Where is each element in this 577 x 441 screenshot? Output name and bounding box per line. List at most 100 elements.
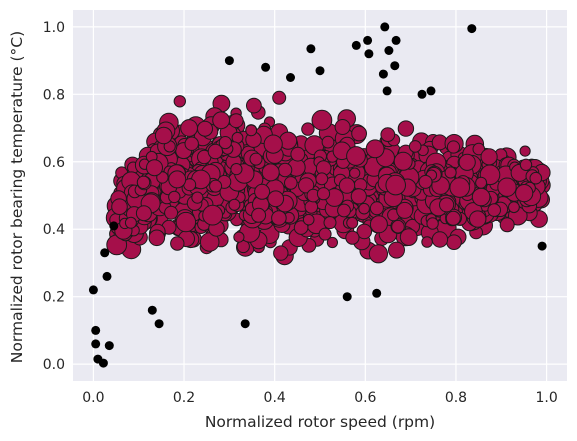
x-tick-label: 0.2 <box>173 390 195 406</box>
cluster-point <box>180 119 199 137</box>
cluster-point <box>323 216 337 230</box>
outlier-point <box>372 288 382 298</box>
cluster-point <box>209 179 223 193</box>
outlier-point <box>147 305 157 315</box>
cluster-point <box>346 216 359 229</box>
x-tick-label: 0.0 <box>82 390 104 406</box>
cluster-point <box>261 163 280 182</box>
x-tick-label: 0.4 <box>264 390 286 406</box>
cluster-point <box>191 191 204 204</box>
cluster-point <box>356 223 373 240</box>
cluster-point <box>469 210 487 228</box>
cluster-point <box>168 190 181 204</box>
outlier-point <box>537 241 547 251</box>
outlier-point <box>98 358 108 368</box>
cluster-point <box>293 220 309 235</box>
cluster-point <box>321 135 335 149</box>
cluster-point <box>471 187 491 207</box>
outlier-point <box>306 44 316 54</box>
cluster-point <box>136 175 151 190</box>
cluster-point <box>246 97 262 114</box>
cluster-point <box>170 236 185 251</box>
cluster-point <box>529 171 543 185</box>
cluster-point <box>449 177 471 198</box>
cluster-point <box>124 216 137 229</box>
outlier-point <box>382 86 392 96</box>
cluster-point <box>346 146 366 166</box>
outlier-point <box>384 46 394 55</box>
cluster-point <box>397 120 415 137</box>
outlier-point <box>91 339 101 349</box>
cluster-point <box>154 126 173 145</box>
outlier-point <box>240 319 250 329</box>
cluster-point <box>326 236 338 249</box>
cluster-point <box>311 109 333 131</box>
cluster-point <box>272 90 287 105</box>
outlier-point <box>109 221 119 231</box>
y-tick-label: 0.6 <box>43 155 65 171</box>
outlier-point <box>286 73 295 82</box>
cluster-point <box>277 162 293 178</box>
cluster-point <box>368 244 388 264</box>
cluster-point <box>173 95 187 108</box>
x-axis-label: Normalized rotor speed (rpm) <box>205 413 435 431</box>
cluster-point <box>273 245 289 261</box>
cluster-point <box>351 125 368 142</box>
cluster-point <box>254 183 271 200</box>
cluster-point <box>197 120 213 137</box>
cluster-point <box>388 241 405 259</box>
outlier-point <box>391 35 401 45</box>
cluster-point <box>369 215 388 234</box>
y-tick-label: 0.0 <box>43 357 65 373</box>
cluster-point <box>228 198 241 211</box>
outlier-point <box>390 61 400 71</box>
cluster-point <box>302 213 315 226</box>
cluster-point <box>338 177 356 194</box>
cluster-point <box>519 145 531 157</box>
cluster-point <box>385 174 407 196</box>
cluster-point <box>393 151 413 171</box>
cluster-point <box>249 152 263 166</box>
y-axis-label: Normalized rotor bearing temperature (°C… <box>8 31 26 363</box>
cluster-point <box>472 142 486 156</box>
cluster-point <box>487 203 502 217</box>
cluster-point <box>399 228 418 247</box>
cluster-point <box>439 197 455 213</box>
outlier-point <box>91 325 101 335</box>
cluster-point <box>230 163 243 176</box>
cluster-point <box>396 201 414 219</box>
cluster-point <box>519 158 533 172</box>
y-tick-label: 0.2 <box>43 290 65 306</box>
outlier-point <box>102 271 112 281</box>
cluster-point <box>318 227 332 241</box>
cluster-point <box>475 176 488 189</box>
cluster-point <box>458 153 476 171</box>
cluster-point <box>168 170 187 189</box>
cluster-point <box>497 177 517 197</box>
cluster-point <box>212 111 231 130</box>
cluster-point <box>499 217 515 233</box>
x-tick-label: 0.6 <box>354 390 376 406</box>
cluster-point <box>350 188 367 205</box>
cluster-point <box>271 210 287 226</box>
cluster-point <box>316 187 331 201</box>
outlier-point <box>426 86 436 96</box>
cluster-point <box>111 198 128 215</box>
cluster-point <box>369 201 384 216</box>
cluster-point <box>301 122 315 136</box>
outlier-point <box>104 341 114 351</box>
cluster-point <box>175 211 197 233</box>
outlier-point <box>364 49 374 59</box>
cluster-point <box>156 171 169 184</box>
cluster-point <box>444 166 457 179</box>
cluster-point <box>365 139 385 159</box>
outlier-point <box>467 24 477 34</box>
cluster-point <box>148 229 166 247</box>
cluster-point <box>284 176 298 190</box>
cluster-point <box>349 167 361 179</box>
outlier-point <box>315 66 325 76</box>
cluster-point <box>408 140 422 153</box>
outlier-point <box>100 248 110 258</box>
cluster-point <box>290 146 306 162</box>
